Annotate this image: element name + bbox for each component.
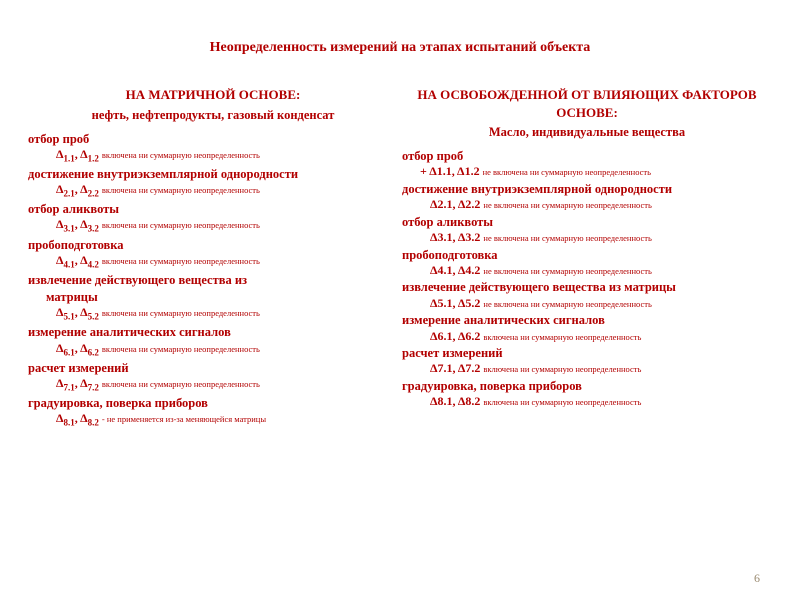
right-row-0: отбор проб + Δ1.1, Δ1.2 не включена ни с…: [402, 148, 772, 180]
stage-label: градуировка, поверка приборов: [402, 378, 772, 394]
stage-label: отбор аликвоты: [28, 201, 398, 217]
left-subheader: нефть, нефтепродукты, газовый конденсат: [28, 108, 398, 123]
stage-label: пробоподготовка: [402, 247, 772, 263]
two-column-layout: НА МАТРИЧНОЙ ОСНОВЕ: нефть, нефтепродукт…: [28, 86, 772, 429]
right-row-6: расчет измерений Δ7.1, Δ7.2 включена ни …: [402, 345, 772, 377]
delta-line: Δ6.1, Δ6.2 включена ни суммарную неопред…: [402, 329, 772, 345]
right-header: НА ОСВОБОЖДЕННОЙ ОТ ВЛИЯЮЩИХ ФАКТОРОВ ОС…: [402, 86, 772, 121]
stage-label: извлечение действующего вещества из матр…: [402, 279, 772, 295]
stage-label: расчет измерений: [402, 345, 772, 361]
page-number: 6: [754, 571, 760, 586]
stage-label: пробоподготовка: [28, 237, 398, 253]
delta-line: Δ5.1, Δ5.2 не включена ни суммарную неоп…: [402, 296, 772, 312]
stage-label: расчет измерений: [28, 360, 398, 376]
left-row-7: градуировка, поверка приборов Δ8.1, Δ8.2…: [28, 395, 398, 429]
stage-label: отбор аликвоты: [402, 214, 772, 230]
right-subheader: Масло, индивидуальные вещества: [402, 125, 772, 140]
right-row-1: достижение внутриэкземплярной однороднос…: [402, 181, 772, 213]
delta-line: Δ8.1, Δ8.2 включена ни суммарную неопред…: [402, 394, 772, 410]
left-row-2: отбор аликвоты Δ3.1, Δ3.2 включена ни су…: [28, 201, 398, 235]
right-row-3: пробоподготовка Δ4.1, Δ4.2 не включена н…: [402, 247, 772, 279]
delta-line: + Δ1.1, Δ1.2 не включена ни суммарную не…: [402, 164, 772, 180]
left-column: НА МАТРИЧНОЙ ОСНОВЕ: нефть, нефтепродукт…: [28, 86, 398, 429]
delta-line: Δ3.1, Δ3.2 не включена ни суммарную неоп…: [402, 230, 772, 246]
right-row-2: отбор аликвоты Δ3.1, Δ3.2 не включена ни…: [402, 214, 772, 246]
stage-label: отбор проб: [402, 148, 772, 164]
left-row-1: достижение внутриэкземплярной однороднос…: [28, 166, 398, 200]
stage-label-cont: матрицы: [28, 289, 398, 305]
left-header: НА МАТРИЧНОЙ ОСНОВЕ:: [28, 86, 398, 104]
stage-label: измерение аналитических сигналов: [402, 312, 772, 328]
right-row-5: измерение аналитических сигналов Δ6.1, Δ…: [402, 312, 772, 344]
stage-label: достижение внутриэкземплярной однороднос…: [28, 166, 398, 182]
delta-line: Δ8.1, Δ8.2 - не применяется из-за меняющ…: [28, 411, 398, 429]
left-row-3: пробоподготовка Δ4.1, Δ4.2 включена ни с…: [28, 237, 398, 271]
left-row-4: извлечение действующего вещества из матр…: [28, 272, 398, 324]
left-row-0: отбор проб Δ1.1, Δ1.2 включена ни суммар…: [28, 131, 398, 165]
stage-label: измерение аналитических сигналов: [28, 324, 398, 340]
stage-label: отбор проб: [28, 131, 398, 147]
delta-line: Δ4.1, Δ4.2 не включена ни суммарную неоп…: [402, 263, 772, 279]
delta-line: Δ6.1, Δ6.2 включена ни суммарную неопред…: [28, 341, 398, 359]
right-column: НА ОСВОБОЖДЕННОЙ ОТ ВЛИЯЮЩИХ ФАКТОРОВ ОС…: [402, 86, 772, 429]
delta-line: Δ5.1, Δ5.2 включена ни суммарную неопред…: [28, 305, 398, 323]
delta-line: Δ4.1, Δ4.2 включена ни суммарную неопред…: [28, 253, 398, 271]
slide-page: Неопределенность измерений на этапах исп…: [0, 0, 800, 600]
left-row-6: расчет измерений Δ7.1, Δ7.2 включена ни …: [28, 360, 398, 394]
page-title: Неопределенность измерений на этапах исп…: [28, 40, 772, 56]
stage-label: градуировка, поверка приборов: [28, 395, 398, 411]
delta-line: Δ2.1, Δ2.2 включена ни суммарную неопред…: [28, 182, 398, 200]
stage-label: достижение внутриэкземплярной однороднос…: [402, 181, 772, 197]
stage-label: извлечение действующего вещества из: [28, 272, 398, 288]
delta-line: Δ2.1, Δ2.2 не включена ни суммарную неоп…: [402, 197, 772, 213]
delta-line: Δ7.1, Δ7.2 включена ни суммарную неопред…: [402, 361, 772, 377]
right-row-4: извлечение действующего вещества из матр…: [402, 279, 772, 311]
left-row-5: измерение аналитических сигналов Δ6.1, Δ…: [28, 324, 398, 358]
delta-line: Δ7.1, Δ7.2 включена ни суммарную неопред…: [28, 376, 398, 394]
delta-line: Δ3.1, Δ3.2 включена ни суммарную неопред…: [28, 217, 398, 235]
right-row-7: градуировка, поверка приборов Δ8.1, Δ8.2…: [402, 378, 772, 410]
delta-line: Δ1.1, Δ1.2 включена ни суммарную неопред…: [28, 147, 398, 165]
